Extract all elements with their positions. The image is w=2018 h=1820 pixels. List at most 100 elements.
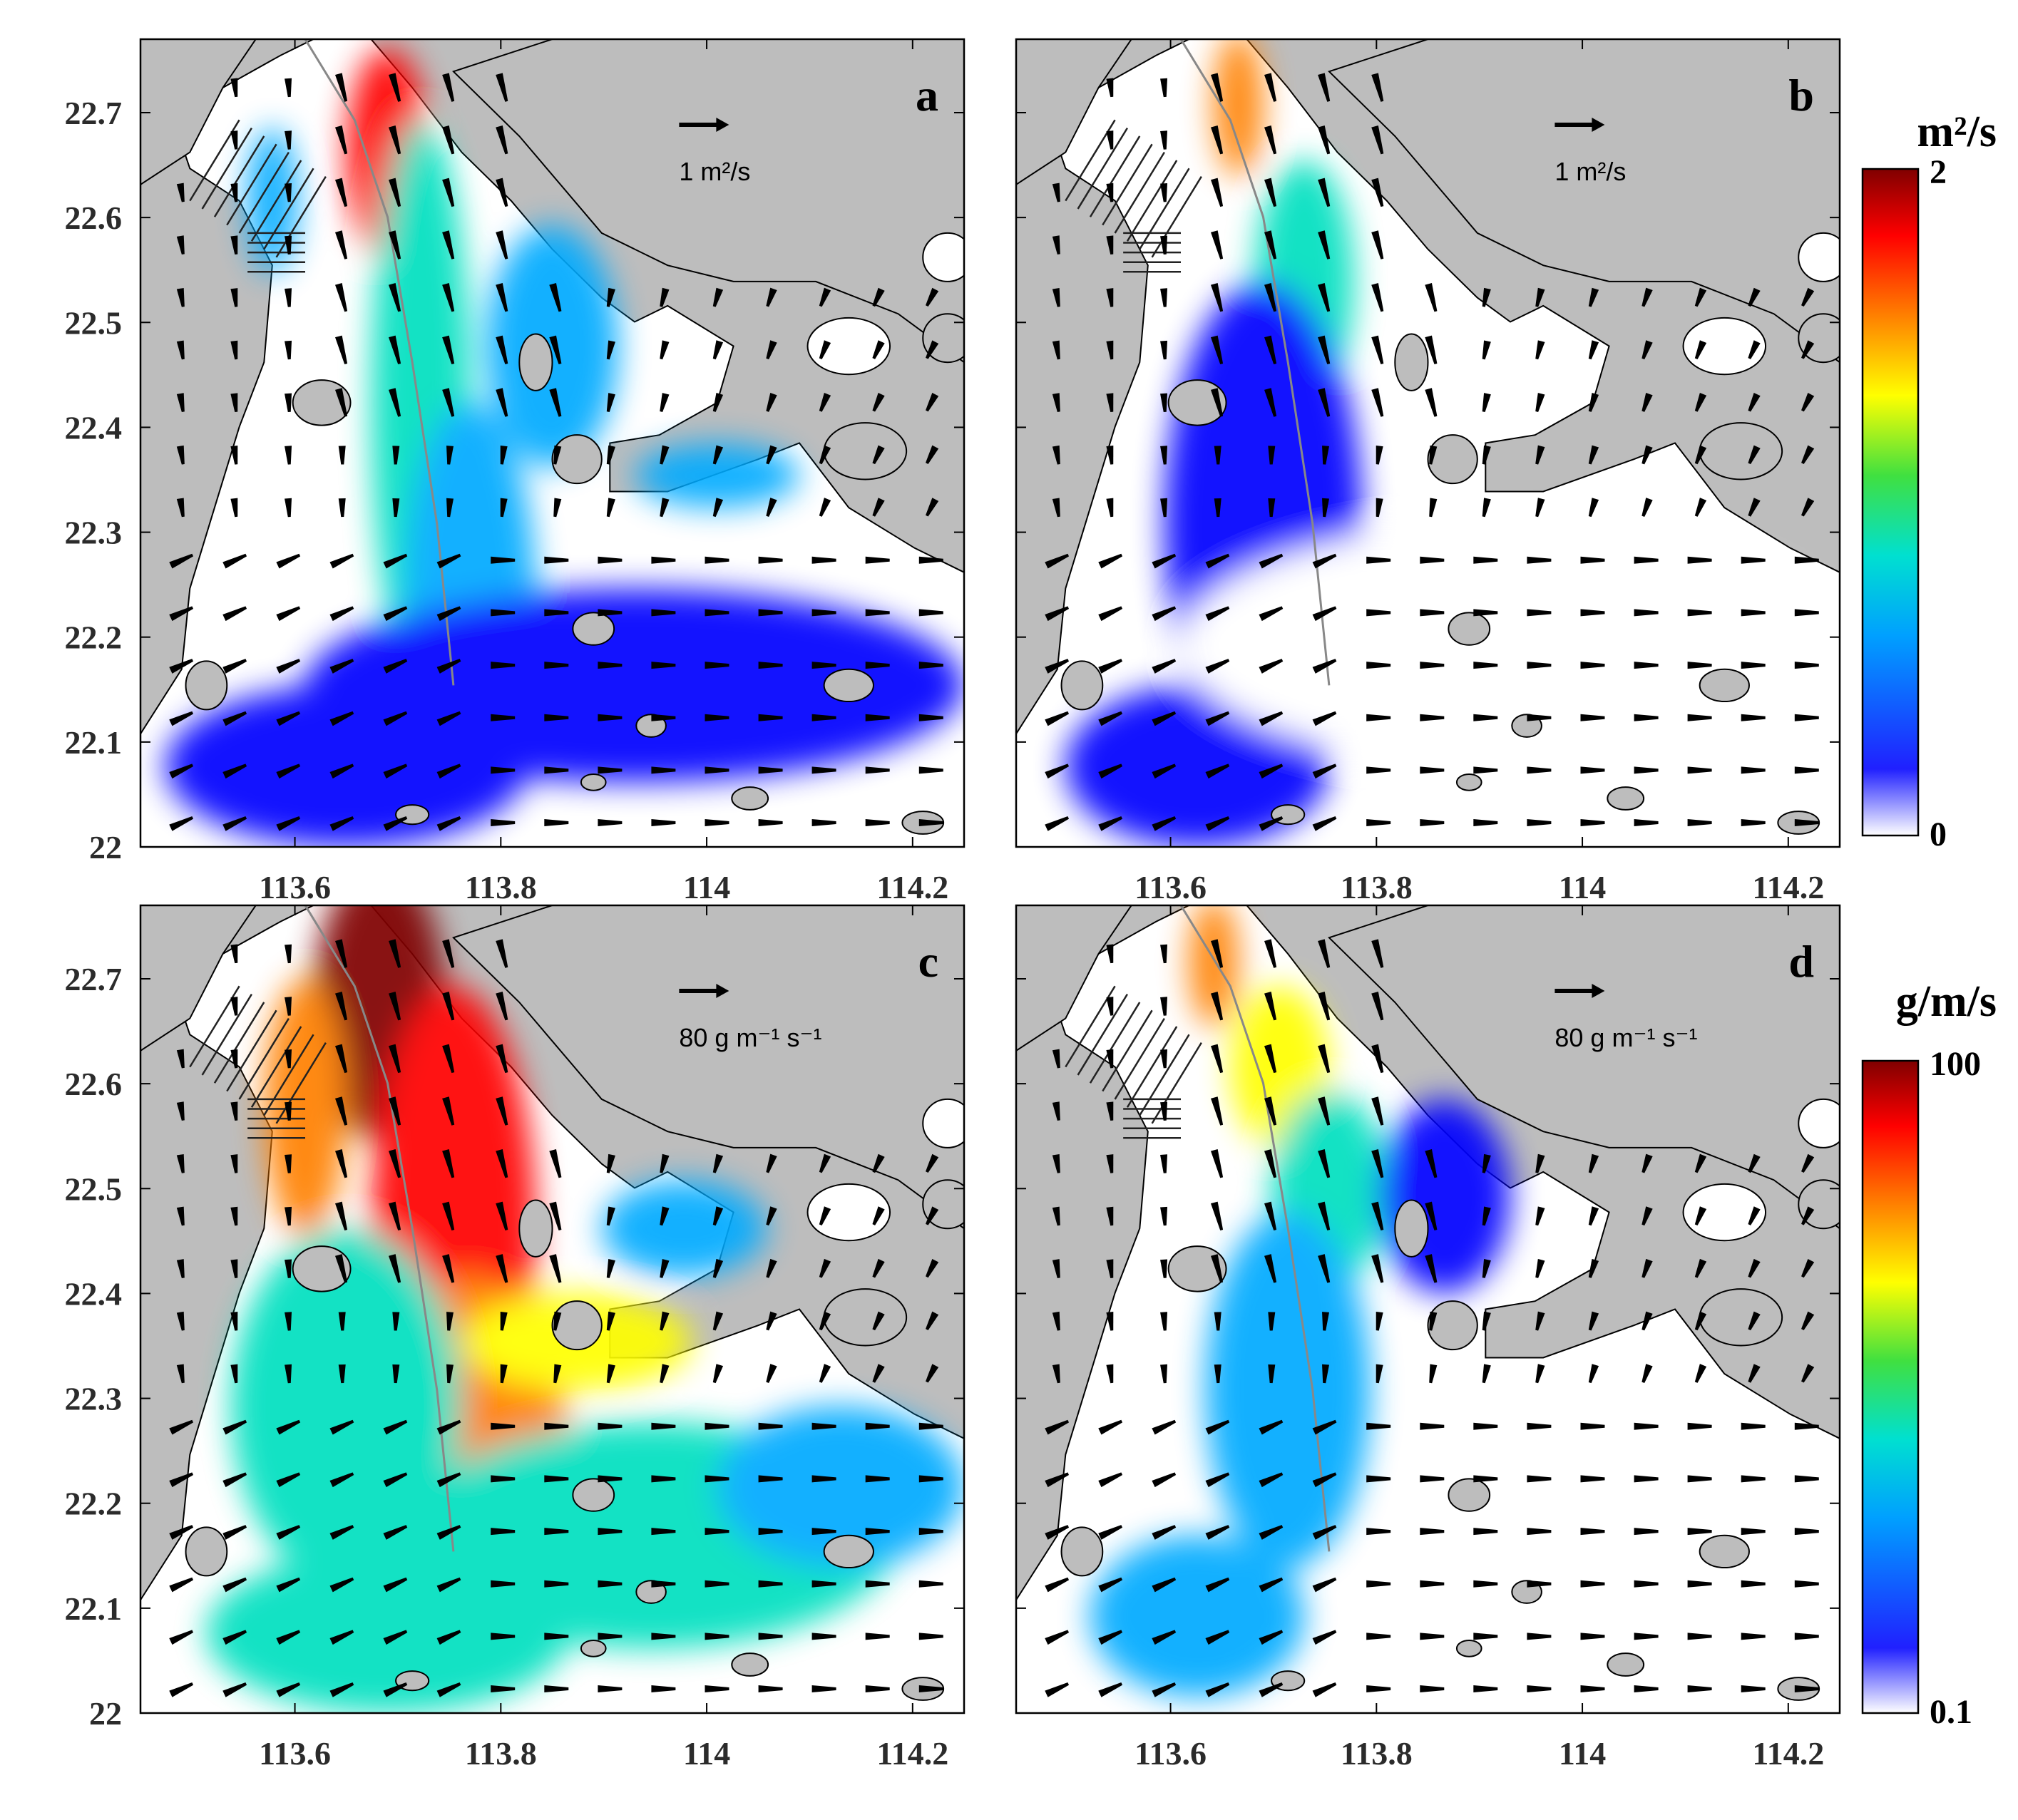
flux-vector xyxy=(388,335,401,365)
flux-vector xyxy=(285,997,292,1016)
flux-vector xyxy=(222,553,247,569)
y-tick-label: 22.6 xyxy=(65,200,123,236)
grid-line xyxy=(275,175,327,258)
flux-vector xyxy=(1580,819,1605,826)
flux-vector xyxy=(549,1254,562,1283)
field-blob xyxy=(247,128,297,274)
flux-vector xyxy=(1588,287,1599,307)
flux-vector xyxy=(1687,556,1712,564)
flux-vector xyxy=(660,340,670,360)
flux-vector xyxy=(1482,1311,1491,1331)
flux-vector xyxy=(1259,1419,1284,1435)
flux-vector xyxy=(1312,553,1337,569)
flux-vector xyxy=(705,766,729,774)
flux-vector xyxy=(872,1258,885,1278)
flux-vector xyxy=(436,711,461,726)
flux-vector xyxy=(1312,764,1337,779)
island xyxy=(1699,1288,1783,1347)
colorbar-gradient xyxy=(1861,168,1920,837)
flux-vector xyxy=(1794,766,1819,774)
flux-vector xyxy=(176,1364,185,1384)
flux-vector xyxy=(176,1259,185,1278)
flux-vector xyxy=(1322,498,1329,518)
flux-vector xyxy=(1535,1153,1545,1173)
colorbar-unit: m²/s xyxy=(1917,108,1997,156)
flux-vector xyxy=(872,1153,885,1173)
flux-vector xyxy=(712,1153,724,1173)
field-blob xyxy=(264,977,347,1237)
flux-vector xyxy=(1210,1096,1224,1126)
flux-vector xyxy=(865,1528,890,1536)
flux-vector xyxy=(1376,446,1383,465)
reference-vector-label: 1 m²/s xyxy=(679,157,750,186)
flux-vector xyxy=(1045,553,1070,569)
flux-vector xyxy=(1106,446,1114,465)
flux-vector xyxy=(1098,1472,1123,1488)
flux-vector xyxy=(388,1148,401,1178)
vector-field-a xyxy=(169,73,943,831)
flux-vector xyxy=(1264,1201,1277,1231)
colorbar-max: 100 xyxy=(1930,1045,1981,1083)
flux-vector xyxy=(1098,1525,1123,1540)
flux-vector xyxy=(865,662,890,669)
flux-vector xyxy=(1160,944,1168,964)
flux-vector xyxy=(285,1312,292,1331)
flux-vector xyxy=(1259,816,1284,831)
flux-vector xyxy=(598,609,623,617)
flux-vector xyxy=(1527,1475,1552,1483)
flux-vector xyxy=(544,556,569,564)
flux-vector xyxy=(222,1525,247,1540)
flux-vector xyxy=(1535,498,1545,518)
flux-vector xyxy=(1205,553,1230,569)
flux-vector xyxy=(222,764,247,779)
flux-vector xyxy=(1098,1419,1123,1435)
flux-vector xyxy=(598,1528,623,1536)
flux-vector xyxy=(1748,1206,1761,1225)
flux-vector xyxy=(1588,340,1599,360)
reclamation-grid xyxy=(1065,119,1202,273)
flux-vector xyxy=(918,1475,943,1483)
flux-vector xyxy=(1741,609,1766,617)
grid-line xyxy=(1065,119,1116,202)
flux-vector xyxy=(1366,1685,1391,1692)
panel-c: c 80 g m⁻¹ s⁻¹ 113.6 113.8 114 114.2 22 22.1 22.… xyxy=(65,904,966,1772)
flux-vector xyxy=(276,764,301,779)
flux-vector xyxy=(1482,393,1491,413)
flux-vector xyxy=(230,288,238,307)
flux-vector xyxy=(176,235,185,255)
flux-vector xyxy=(329,553,354,569)
flux-vector xyxy=(1106,130,1114,150)
flux-vector xyxy=(1694,498,1707,517)
flux-vector xyxy=(1210,991,1224,1021)
flux-vector xyxy=(1748,1153,1761,1173)
flux-vector xyxy=(1259,1630,1284,1645)
flux-vector xyxy=(392,1364,400,1384)
x-tick-label: 113.6 xyxy=(1135,869,1207,905)
flux-vector xyxy=(1366,609,1391,617)
flux-vector xyxy=(176,445,185,465)
flux-vector xyxy=(1748,340,1761,359)
flux-vector xyxy=(1371,1148,1384,1178)
flux-vector xyxy=(436,1630,461,1645)
flux-vector xyxy=(1634,1422,1659,1430)
flux-vector xyxy=(766,1364,777,1384)
flux-vector xyxy=(1160,1154,1168,1173)
flux-vector xyxy=(230,1206,238,1226)
island xyxy=(551,1300,603,1351)
flux-vector xyxy=(549,282,562,312)
flux-vector xyxy=(329,816,354,831)
flux-vector xyxy=(712,287,724,307)
flux-vector xyxy=(766,287,777,307)
grid-line xyxy=(189,119,240,202)
y-tick-label: 22.7 xyxy=(65,95,123,131)
flux-vector xyxy=(758,766,783,774)
flux-vector xyxy=(544,1685,569,1692)
field-blob xyxy=(486,225,618,468)
flux-vector xyxy=(1318,178,1331,207)
reference-vector-label: 80 g m⁻¹ s⁻¹ xyxy=(679,1023,821,1052)
y-tick-label: 22 xyxy=(89,829,122,865)
flux-vector xyxy=(388,939,401,968)
flux-vector xyxy=(169,711,194,726)
flux-vector xyxy=(1473,609,1498,617)
flux-vector xyxy=(383,1472,408,1488)
